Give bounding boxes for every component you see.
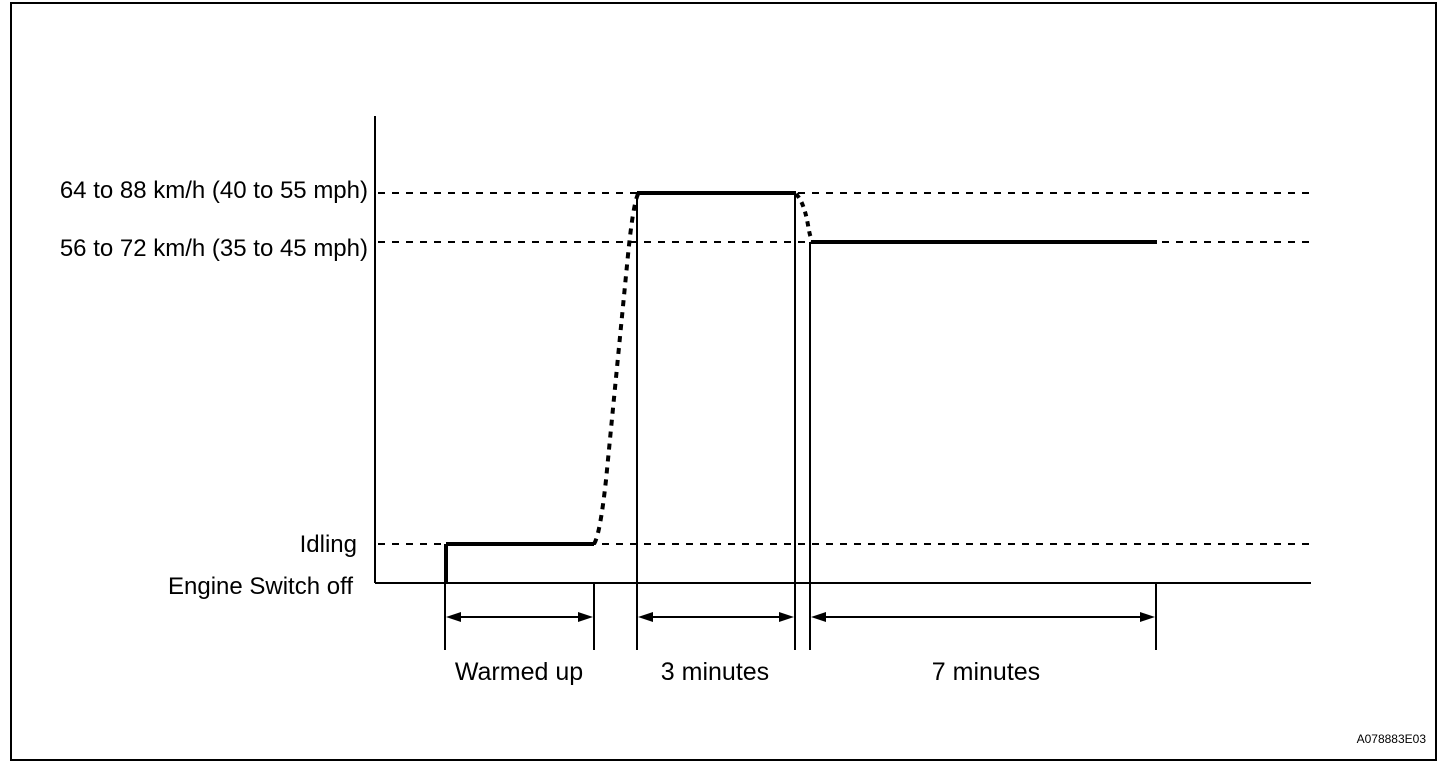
idling-label: Idling: [300, 531, 357, 558]
acceleration-dotted-transition: [592, 193, 640, 546]
seven-minutes-duration-arrow: [811, 612, 1155, 622]
three-minutes-label: 3 minutes: [661, 658, 769, 686]
warmed-up-duration-arrow: [446, 612, 593, 622]
mid-speed-label: 56 to 72 km/h (35 to 45 mph): [60, 235, 368, 262]
warmed-up-label: Warmed up: [455, 658, 583, 686]
engine-switch-off-label: Engine Switch off: [168, 573, 353, 600]
figure-code: A078883E03: [1357, 732, 1427, 746]
three-minutes-duration-arrow: [638, 612, 794, 622]
deceleration-dotted-transition: [794, 192, 815, 244]
figure-border: [10, 2, 1437, 761]
seven-minutes-label: 7 minutes: [932, 658, 1040, 686]
high-speed-label: 64 to 88 km/h (40 to 55 mph): [60, 177, 368, 204]
